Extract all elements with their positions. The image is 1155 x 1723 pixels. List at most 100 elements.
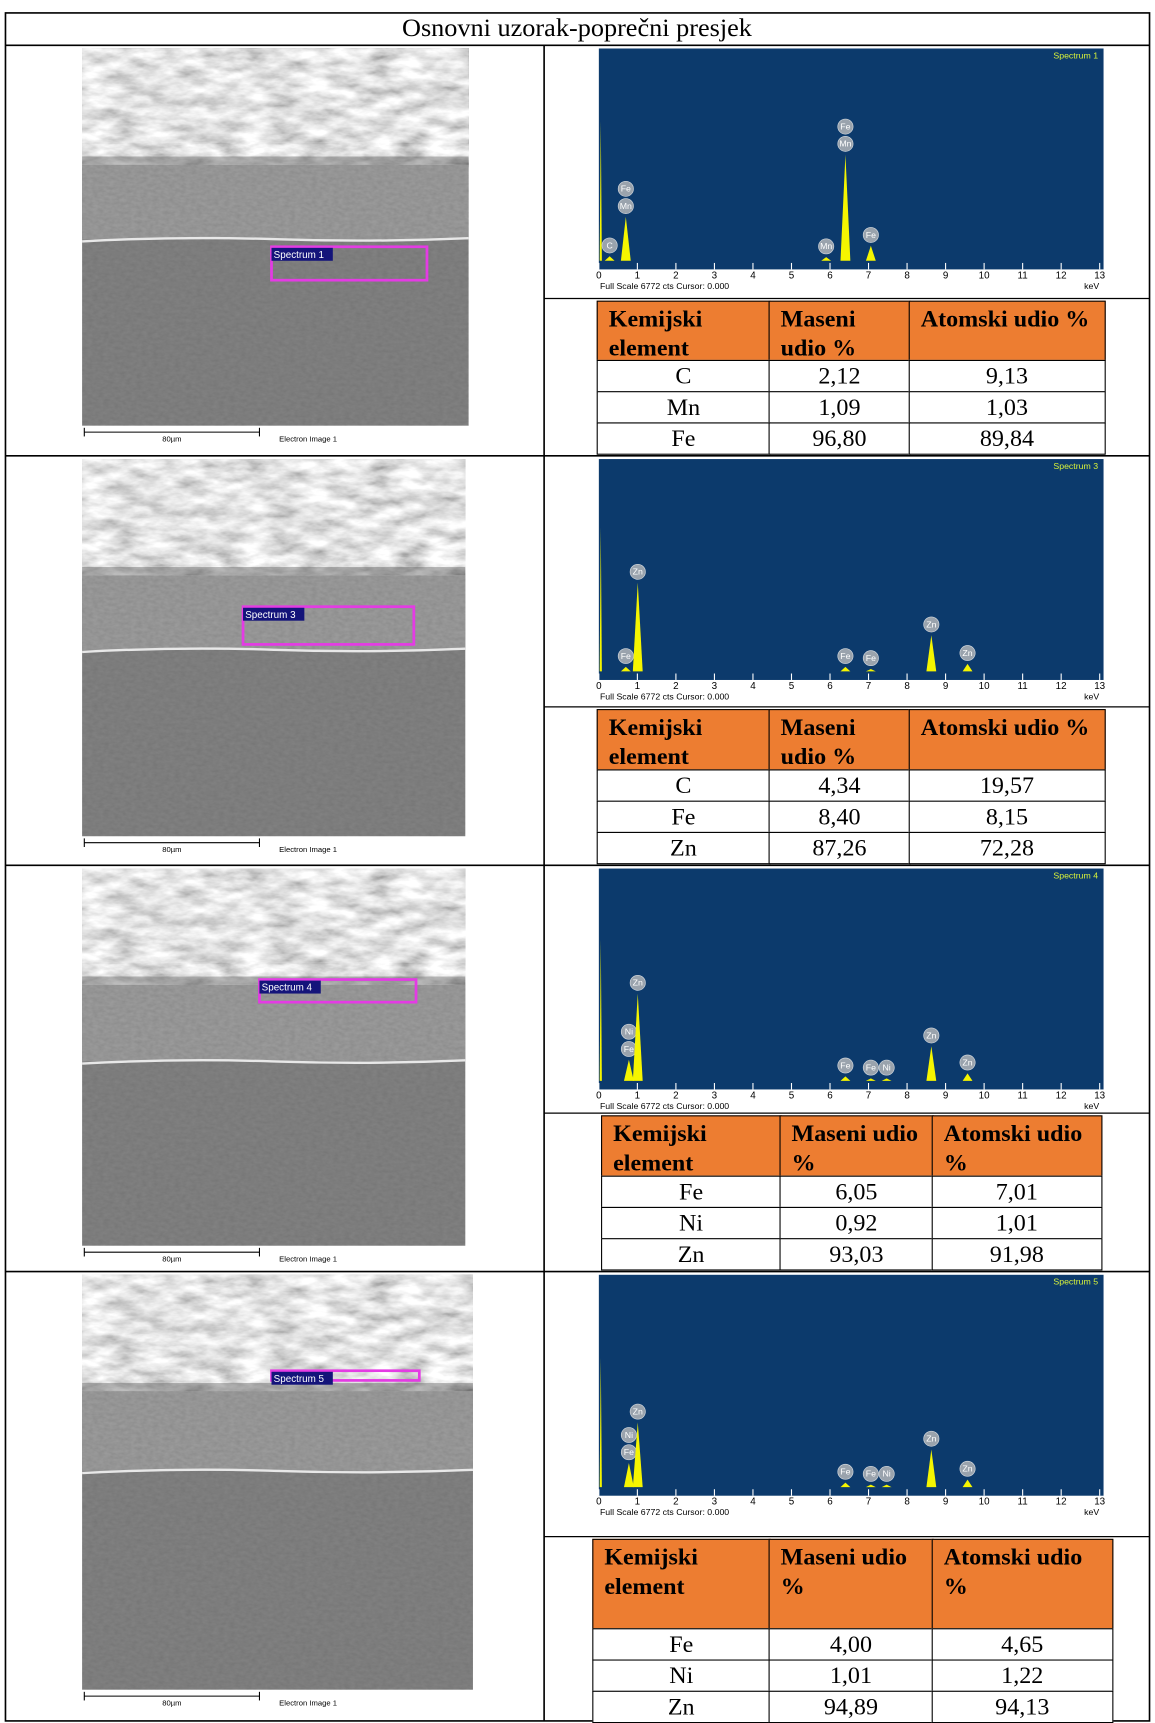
x-tick-label: 2 [673, 270, 678, 281]
peak [599, 1357, 602, 1488]
spectrum-title: Spectrum 1 [1053, 50, 1098, 60]
sem-interface [82, 1468, 474, 1475]
spectrum-footer: Full Scale 6772 cts Cursor: 0.000 [600, 1507, 729, 1517]
scale-bar-label: 80µm [162, 845, 181, 854]
spectrum-footer: Full Scale 6772 cts Cursor: 0.000 [600, 281, 729, 291]
peak-label-badge [959, 645, 976, 661]
peak-label: Zn [926, 1030, 936, 1040]
table-cell: 8,40 [768, 800, 911, 833]
table-cell: 6,05 [779, 1175, 934, 1208]
peak-label-badge [617, 198, 634, 214]
peak-label-badge [923, 1027, 940, 1044]
table-header-cell: Atomski udio % [908, 300, 1106, 361]
peak-label-badge [837, 118, 854, 135]
sem-surface-tint [82, 1274, 473, 1383]
peak [623, 1463, 634, 1488]
x-tick-label: 10 [979, 1497, 991, 1508]
spectrum-label-box [259, 980, 321, 994]
peak-label: Fe [621, 651, 631, 661]
peak-label-badge [629, 563, 646, 580]
peak-label-badge [837, 1057, 854, 1074]
image-caption: Electron Image 1 [279, 1255, 337, 1264]
x-tick-label: 12 [1056, 1091, 1067, 1102]
image-caption: Electron Image 1 [279, 1699, 337, 1708]
sem-surface-tint [82, 868, 466, 977]
x-tick-label: 13 [1094, 681, 1105, 692]
sem-image: Spectrum 5 [82, 1274, 474, 1690]
sem-surface [82, 1274, 473, 1383]
sem-base-texture [82, 649, 466, 837]
peak-label: Fe [866, 1469, 876, 1479]
peak-label-badge [837, 1463, 854, 1480]
sem-rough-band [82, 553, 466, 578]
peak-label: Mn [820, 241, 832, 251]
spectrum-unit: keV [1084, 692, 1099, 702]
x-tick-label: 13 [1094, 270, 1105, 281]
x-tick-label: 3 [712, 1497, 717, 1508]
peak-label-badge [959, 1054, 976, 1071]
x-tick-label: 2 [673, 1497, 678, 1508]
x-tick-label: 6 [827, 681, 832, 692]
table-header-cell: Maseni udio % [768, 709, 911, 771]
table-cell: 89,84 [908, 421, 1106, 455]
table-cell: Zn [596, 831, 771, 865]
scale-bar-label: 80µm [162, 1699, 181, 1708]
sem-base-texture [82, 1061, 466, 1246]
peak-label-badge [862, 650, 879, 667]
spectrum-label-box [271, 247, 333, 261]
peak-label: Zn [633, 1407, 643, 1417]
sem-coating-texture [82, 1391, 473, 1471]
spectrum-title: Spectrum 3 [1053, 461, 1098, 471]
table-cell: 72,28 [908, 831, 1106, 865]
x-tick-label: 8 [904, 1091, 909, 1102]
table-cell: 9,13 [908, 359, 1106, 393]
table-cell: 94,13 [931, 1690, 1113, 1723]
peak-label: Ni [883, 1063, 891, 1073]
peak [821, 257, 832, 261]
peak-label-badge [862, 1059, 879, 1076]
image-caption: Electron Image 1 [279, 845, 337, 854]
peak-label: Fe [866, 653, 876, 663]
table-cell: 93,03 [779, 1237, 934, 1271]
peak [632, 993, 643, 1081]
spectrum-area [241, 605, 416, 646]
table-cell: 94,89 [768, 1690, 934, 1723]
table-cell: Ni [601, 1206, 782, 1240]
spectrum-unit: keV [1084, 281, 1099, 291]
spectrum-label-box [271, 1371, 333, 1385]
x-tick-label: 11 [1018, 1497, 1028, 1508]
peak-label: Zn [962, 1464, 972, 1474]
table-cell: Mn [596, 390, 771, 424]
sem-coating-texture [82, 984, 466, 1062]
x-tick-label: 1 [635, 681, 640, 692]
x-tick-label: 0 [596, 1497, 602, 1508]
x-tick-label: 7 [866, 681, 871, 692]
peak-label: C [606, 240, 612, 250]
peak-label: Ni [625, 1430, 633, 1440]
peak [632, 582, 643, 672]
x-tick-label: 7 [866, 1497, 871, 1508]
peak [840, 1482, 851, 1488]
x-tick-label: 5 [789, 1497, 795, 1508]
spectrum-label: Spectrum 4 [262, 983, 313, 994]
table-cell: 4,00 [768, 1627, 934, 1661]
table-cell: Fe [596, 800, 771, 833]
x-tick-label: 8 [904, 270, 909, 281]
table-cell: 87,26 [768, 831, 911, 865]
table-header-cell: Kemijski element [596, 709, 771, 771]
peak-label: Fe [621, 184, 631, 194]
peak-label-badge [959, 1460, 976, 1477]
x-tick-label: 5 [789, 681, 795, 692]
x-tick-label: 3 [712, 1091, 717, 1102]
x-tick-label: 12 [1056, 681, 1067, 692]
peak [881, 1484, 892, 1488]
peak [632, 1422, 643, 1488]
x-tick-label: 4 [750, 681, 756, 692]
peak-label: Mn [839, 139, 851, 149]
peak-label: Fe [840, 651, 850, 661]
spectrum-title: Spectrum 5 [1053, 1277, 1098, 1287]
table-cell: Fe [596, 421, 771, 455]
